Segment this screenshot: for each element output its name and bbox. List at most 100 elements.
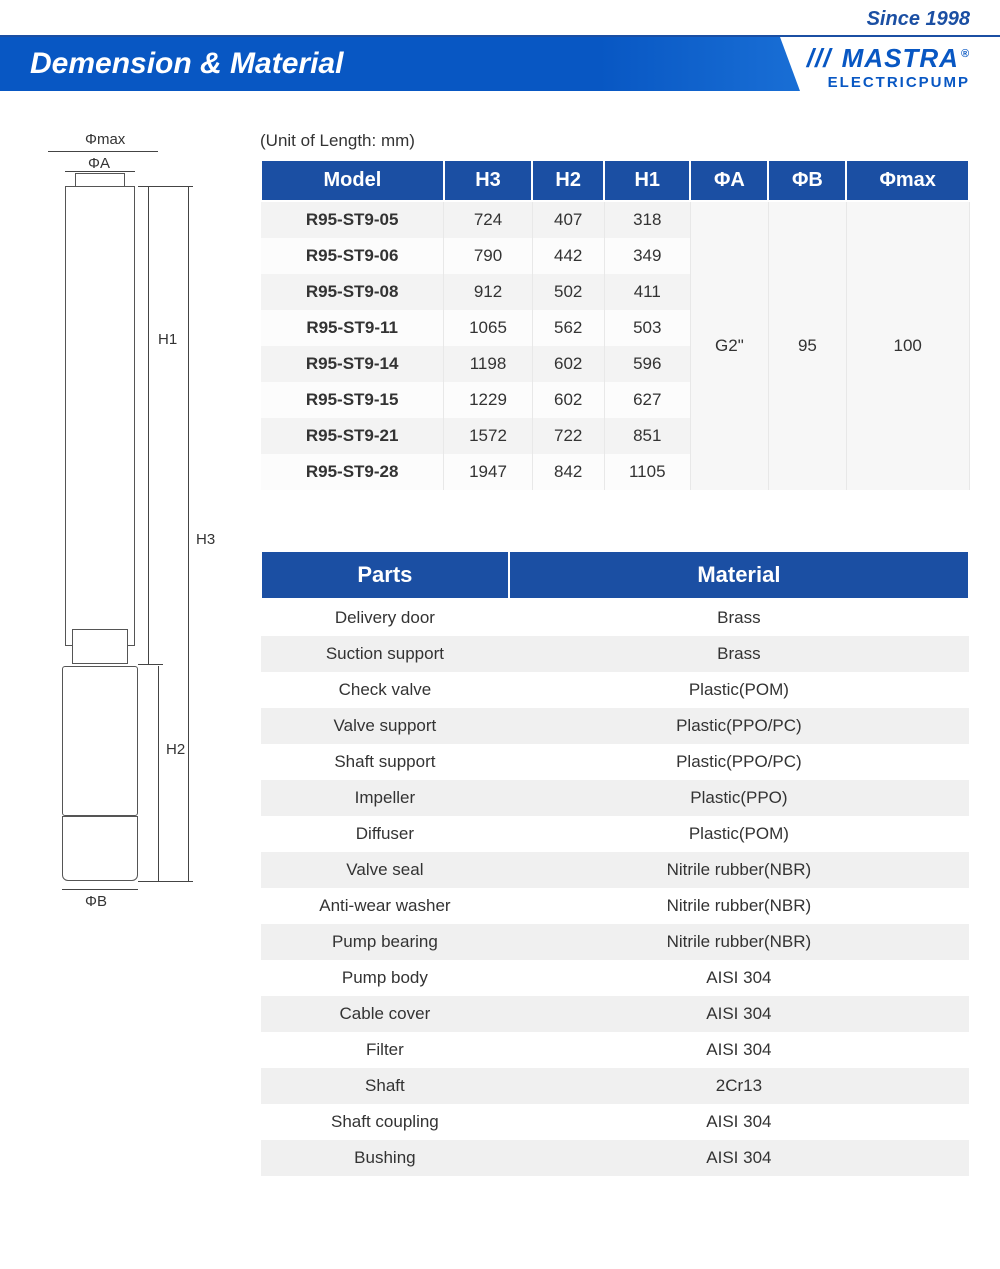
- table-row: Cable coverAISI 304: [261, 996, 969, 1032]
- table-row: Shaft supportPlastic(PPO/PC): [261, 744, 969, 780]
- cell-part: Diffuser: [261, 816, 509, 852]
- cell-model: R95-ST9-15: [261, 382, 444, 418]
- cell-material: Nitrile rubber(NBR): [509, 924, 969, 960]
- cell-phiA: G2": [690, 201, 768, 490]
- col-model: Model: [261, 160, 444, 201]
- cell-model: R95-ST9-06: [261, 238, 444, 274]
- pump-connector: [72, 629, 128, 664]
- cell-material: Plastic(PPO): [509, 780, 969, 816]
- col-h3: H3: [444, 160, 532, 201]
- mat-header-row: Parts Material: [261, 551, 969, 599]
- cell-h3: 790: [444, 238, 532, 274]
- cell-h2: 842: [532, 454, 604, 490]
- col-h1: H1: [604, 160, 690, 201]
- cell-material: Nitrile rubber(NBR): [509, 888, 969, 924]
- cell-material: AISI 304: [509, 1032, 969, 1068]
- cell-model: R95-ST9-14: [261, 346, 444, 382]
- cell-part: Bushing: [261, 1140, 509, 1176]
- cell-h1: 596: [604, 346, 690, 382]
- cell-h2: 602: [532, 382, 604, 418]
- cell-h3: 1947: [444, 454, 532, 490]
- cell-part: Filter: [261, 1032, 509, 1068]
- table-row: Anti-wear washerNitrile rubber(NBR): [261, 888, 969, 924]
- table-row: ImpellerPlastic(PPO): [261, 780, 969, 816]
- label-h1: H1: [158, 331, 177, 348]
- cell-h1: 1105: [604, 454, 690, 490]
- table-row: Delivery doorBrass: [261, 599, 969, 636]
- col-phiA: ΦA: [690, 160, 768, 201]
- cell-h1: 627: [604, 382, 690, 418]
- tables-column: (Unit of Length: mm) Model H3 H2 H1 ΦA Φ…: [260, 131, 970, 1176]
- since-banner: Since 1998: [0, 0, 1000, 37]
- cell-material: AISI 304: [509, 1140, 969, 1176]
- brand-name: MASTRA®: [807, 43, 970, 74]
- cell-phimax: 100: [846, 201, 969, 490]
- cell-h3: 1572: [444, 418, 532, 454]
- table-row: FilterAISI 304: [261, 1032, 969, 1068]
- cell-part: Shaft coupling: [261, 1104, 509, 1140]
- cell-model: R95-ST9-21: [261, 418, 444, 454]
- cell-part: Delivery door: [261, 599, 509, 636]
- pump-cap: [75, 173, 125, 187]
- cell-h1: 411: [604, 274, 690, 310]
- table-row: Pump bodyAISI 304: [261, 960, 969, 996]
- cell-model: R95-ST9-05: [261, 201, 444, 238]
- cell-material: AISI 304: [509, 996, 969, 1032]
- label-phiB: ΦB: [85, 893, 107, 910]
- table-row: Shaft2Cr13: [261, 1068, 969, 1104]
- table-row: Check valvePlastic(POM): [261, 672, 969, 708]
- since-text: Since 1998: [867, 8, 970, 30]
- brand-logo: MASTRA® ELECTRICPUMP: [807, 43, 970, 91]
- cell-part: Valve seal: [261, 852, 509, 888]
- cell-part: Suction support: [261, 636, 509, 672]
- label-h3: H3: [196, 531, 215, 548]
- label-h2: H2: [166, 741, 185, 758]
- col-material: Material: [509, 551, 969, 599]
- col-h2: H2: [532, 160, 604, 201]
- cell-material: Plastic(PPO/PC): [509, 744, 969, 780]
- label-phimax: Φmax: [85, 131, 125, 148]
- dim-header-row: Model H3 H2 H1 ΦA ΦB Φmax: [261, 160, 969, 201]
- cell-part: Valve support: [261, 708, 509, 744]
- cell-material: Brass: [509, 636, 969, 672]
- cell-part: Anti-wear washer: [261, 888, 509, 924]
- cell-material: AISI 304: [509, 1104, 969, 1140]
- pump-upper-body: [65, 186, 135, 646]
- cell-h3: 1229: [444, 382, 532, 418]
- table-row: Shaft couplingAISI 304: [261, 1104, 969, 1140]
- pump-lower-body: [62, 816, 138, 881]
- cell-h3: 724: [444, 201, 532, 238]
- cell-h1: 318: [604, 201, 690, 238]
- table-row: R95-ST9-05724407318G2"95100: [261, 201, 969, 238]
- cell-phiB: 95: [768, 201, 846, 490]
- table-row: BushingAISI 304: [261, 1140, 969, 1176]
- pump-diagram: Φmax ΦA H1 H3 H2 ΦB: [30, 131, 210, 911]
- page-title: Demension & Material: [30, 47, 343, 81]
- cell-h3: 1198: [444, 346, 532, 382]
- table-row: Suction supportBrass: [261, 636, 969, 672]
- table-row: Pump bearingNitrile rubber(NBR): [261, 924, 969, 960]
- content-area: Φmax ΦA H1 H3 H2 ΦB (Unit: [0, 91, 1000, 1216]
- cell-h2: 442: [532, 238, 604, 274]
- cell-part: Cable cover: [261, 996, 509, 1032]
- cell-material: Nitrile rubber(NBR): [509, 852, 969, 888]
- cell-model: R95-ST9-28: [261, 454, 444, 490]
- cell-part: Shaft: [261, 1068, 509, 1104]
- table-row: Valve supportPlastic(PPO/PC): [261, 708, 969, 744]
- cell-h3: 912: [444, 274, 532, 310]
- header-wrap: Demension & Material MASTRA® ELECTRICPUM…: [0, 37, 1000, 91]
- brand-subtitle: ELECTRICPUMP: [807, 74, 970, 91]
- unit-label: (Unit of Length: mm): [260, 131, 970, 151]
- cell-h3: 1065: [444, 310, 532, 346]
- cell-part: Pump body: [261, 960, 509, 996]
- cell-h2: 407: [532, 201, 604, 238]
- cell-part: Check valve: [261, 672, 509, 708]
- reg-mark: ®: [961, 48, 970, 60]
- cell-h2: 502: [532, 274, 604, 310]
- dimension-table: Model H3 H2 H1 ΦA ΦB Φmax R95-ST9-057244…: [260, 159, 970, 490]
- cell-material: Plastic(POM): [509, 816, 969, 852]
- table-row: DiffuserPlastic(POM): [261, 816, 969, 852]
- cell-material: Plastic(POM): [509, 672, 969, 708]
- cell-material: Plastic(PPO/PC): [509, 708, 969, 744]
- cell-part: Pump bearing: [261, 924, 509, 960]
